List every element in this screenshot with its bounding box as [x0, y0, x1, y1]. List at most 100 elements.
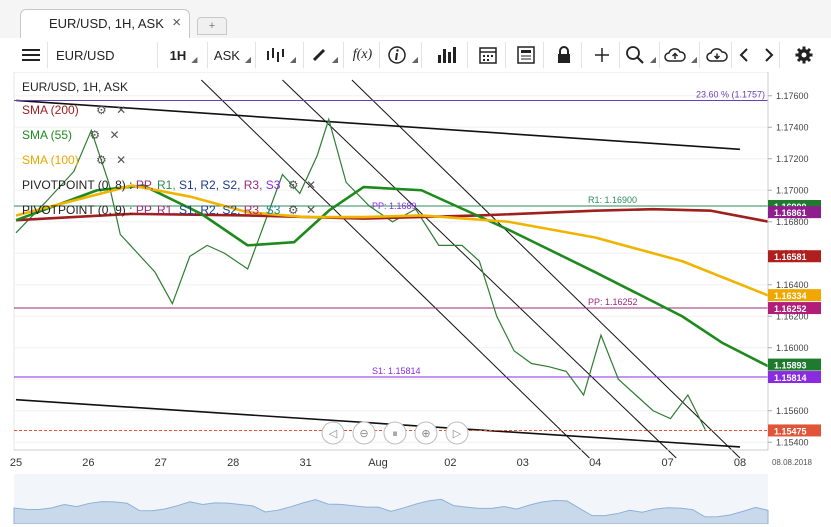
close-icon[interactable]: ✕ — [305, 178, 316, 192]
control-circle — [414, 421, 438, 445]
add-tab-button[interactable]: + — [197, 17, 227, 35]
price-line — [15, 117, 706, 430]
y-tick-label: 1.16800 — [776, 217, 809, 227]
side-selector[interactable]: ASK ◢ — [210, 42, 256, 68]
gear-icon[interactable]: ⚙ — [287, 203, 299, 217]
price-tag-label: 1.15814 — [774, 373, 807, 383]
pause-icon[interactable]: ⏸ — [383, 421, 407, 445]
legend-sma100: SMA (100) ⚙ ✕ — [22, 153, 126, 167]
pivot2-sep: : — [129, 203, 133, 217]
cloud-upload-icon[interactable]: ◢ — [662, 42, 700, 68]
price-tag-label: 1.15893 — [774, 361, 807, 371]
chart-tab[interactable]: EUR/USD, 1H, ASK × — [20, 9, 190, 38]
caret-down-icon: ◢ — [191, 54, 198, 64]
zoom-in-icon[interactable]: ⊕ — [414, 421, 438, 445]
pivot1-s3: S3 — [265, 178, 281, 192]
cloud-download-icon[interactable] — [702, 42, 732, 68]
pivot2-s2: S2, — [222, 203, 241, 217]
calendar-icon[interactable] — [470, 42, 506, 68]
chart-area[interactable]: 23.60 % (1.1757) R1: 1.16900 PP: 1.16252 S1… — [0, 71, 831, 525]
close-icon[interactable]: ✕ — [109, 128, 120, 142]
pivot2-s3: S3 — [265, 203, 281, 217]
pivot2-pp: PP, — [135, 203, 154, 217]
x-tick-label: 03 — [517, 457, 529, 469]
trend-line — [351, 79, 741, 459]
close-tab-icon[interactable]: × — [172, 14, 181, 31]
chevron-left-icon[interactable] — [734, 42, 754, 68]
prev-icon[interactable]: ◁ — [321, 421, 345, 445]
price-tag — [768, 371, 821, 384]
next-icon[interactable]: ▷ — [445, 421, 469, 445]
legend-sma100-label: SMA (100) — [22, 153, 79, 167]
control-glyph: ⊕ — [421, 428, 430, 440]
gear-icon[interactable]: ⚙ — [96, 153, 107, 167]
caret-down-icon: ◢ — [244, 54, 252, 64]
period-selector[interactable]: 1H ◢ — [160, 42, 208, 68]
control-circle — [383, 421, 407, 445]
control-circle — [445, 421, 469, 445]
pivot2-r1: R1, — [156, 203, 176, 217]
chevron-right-icon[interactable] — [758, 42, 780, 68]
y-tick-label: 1.17200 — [776, 154, 809, 164]
gear-icon[interactable]: ⚙ — [89, 128, 101, 142]
price-chart[interactable]: 23.60 % (1.1757) R1: 1.16900 PP: 1.16252 S1… — [0, 71, 831, 525]
crosshair-icon[interactable] — [584, 42, 620, 68]
price-tag — [768, 289, 821, 302]
close-icon[interactable]: ✕ — [116, 103, 127, 117]
x-tick-label: 04 — [589, 457, 601, 469]
x-tick-label: 27 — [155, 457, 167, 469]
x-tick-label: 31 — [299, 457, 311, 469]
time-axis[interactable]: 25 26 27 28 31 Aug 02 03 04 07 08 08.08.2018 — [10, 449, 813, 469]
trend-line — [200, 79, 590, 459]
y-tick-label: 1.16400 — [776, 280, 809, 290]
trend-line — [15, 99, 741, 151]
control-circle — [352, 421, 376, 445]
control-glyph: ◁ — [329, 428, 338, 440]
pivot-level-label: PP: 1.16252 — [588, 297, 638, 307]
toolbar: EUR/USD 1H ◢ ASK ◢ ◢ ◢ f(x) ◢ ◢ ◢ — [0, 38, 831, 73]
price-tag — [768, 206, 821, 219]
zoom-icon[interactable]: ◢ — [622, 42, 660, 68]
zoom-out-icon[interactable]: ⊖ — [352, 421, 376, 445]
gear-icon[interactable]: ⚙ — [96, 103, 107, 117]
legend-sma55: SMA (55) ⚙ ✕ — [22, 128, 120, 142]
y-tick-label: 1.16200 — [776, 311, 809, 321]
y-tick-label: 1.17600 — [776, 91, 809, 101]
price-axis[interactable]: 1.176001.174001.172001.170001.168001.166… — [767, 72, 831, 450]
price-tag — [768, 358, 821, 371]
navigator[interactable]: ◁ ⊖ ⏸ ⊕ ▷ — [13, 421, 769, 525]
side-label: ASK — [213, 47, 240, 63]
legend-sma200-label: SMA (200) — [22, 103, 79, 117]
histogram-icon[interactable] — [426, 42, 468, 68]
gear-icon[interactable] — [790, 42, 818, 68]
y-tick-label: 1.15400 — [776, 437, 809, 447]
price-tag — [768, 302, 821, 315]
legend-main: EUR/USD, 1H, ASK — [22, 80, 129, 94]
trendlines[interactable] — [15, 79, 741, 459]
pivot1-s1: S1, — [179, 178, 198, 192]
control-glyph: ▷ — [453, 428, 462, 440]
lock-icon[interactable] — [546, 42, 582, 68]
close-icon[interactable]: ✕ — [305, 203, 316, 217]
pivot1-r3: R3, — [243, 178, 263, 192]
x-tick-label: 28 — [227, 457, 239, 469]
function-icon[interactable]: f(x) — [346, 42, 380, 68]
candle-bars-icon[interactable]: ◢ — [258, 42, 304, 68]
pivot1-r2: R2, — [200, 178, 220, 192]
pivot-level-label: R1: 1.16900 — [588, 195, 637, 205]
pencil-icon[interactable]: ◢ — [306, 42, 344, 68]
gear-icon[interactable]: ⚙ — [287, 178, 299, 192]
navigator-area — [13, 498, 769, 525]
info-icon[interactable]: ◢ — [384, 42, 422, 68]
symbol-selector[interactable]: EUR/USD — [50, 42, 158, 68]
legend-sma55-label: SMA (55) — [22, 128, 73, 142]
close-icon[interactable]: ✕ — [116, 153, 127, 167]
y-tick-label: 1.17000 — [776, 185, 809, 195]
control-circle — [321, 421, 345, 445]
menu-icon[interactable] — [14, 42, 48, 68]
x-tick-label: 25 — [10, 457, 22, 469]
y-tick-label: 1.16000 — [776, 343, 809, 353]
news-icon[interactable] — [508, 42, 544, 68]
control-glyph: ⏸ — [392, 428, 398, 440]
price-tag-label: 1.16334 — [774, 291, 807, 301]
